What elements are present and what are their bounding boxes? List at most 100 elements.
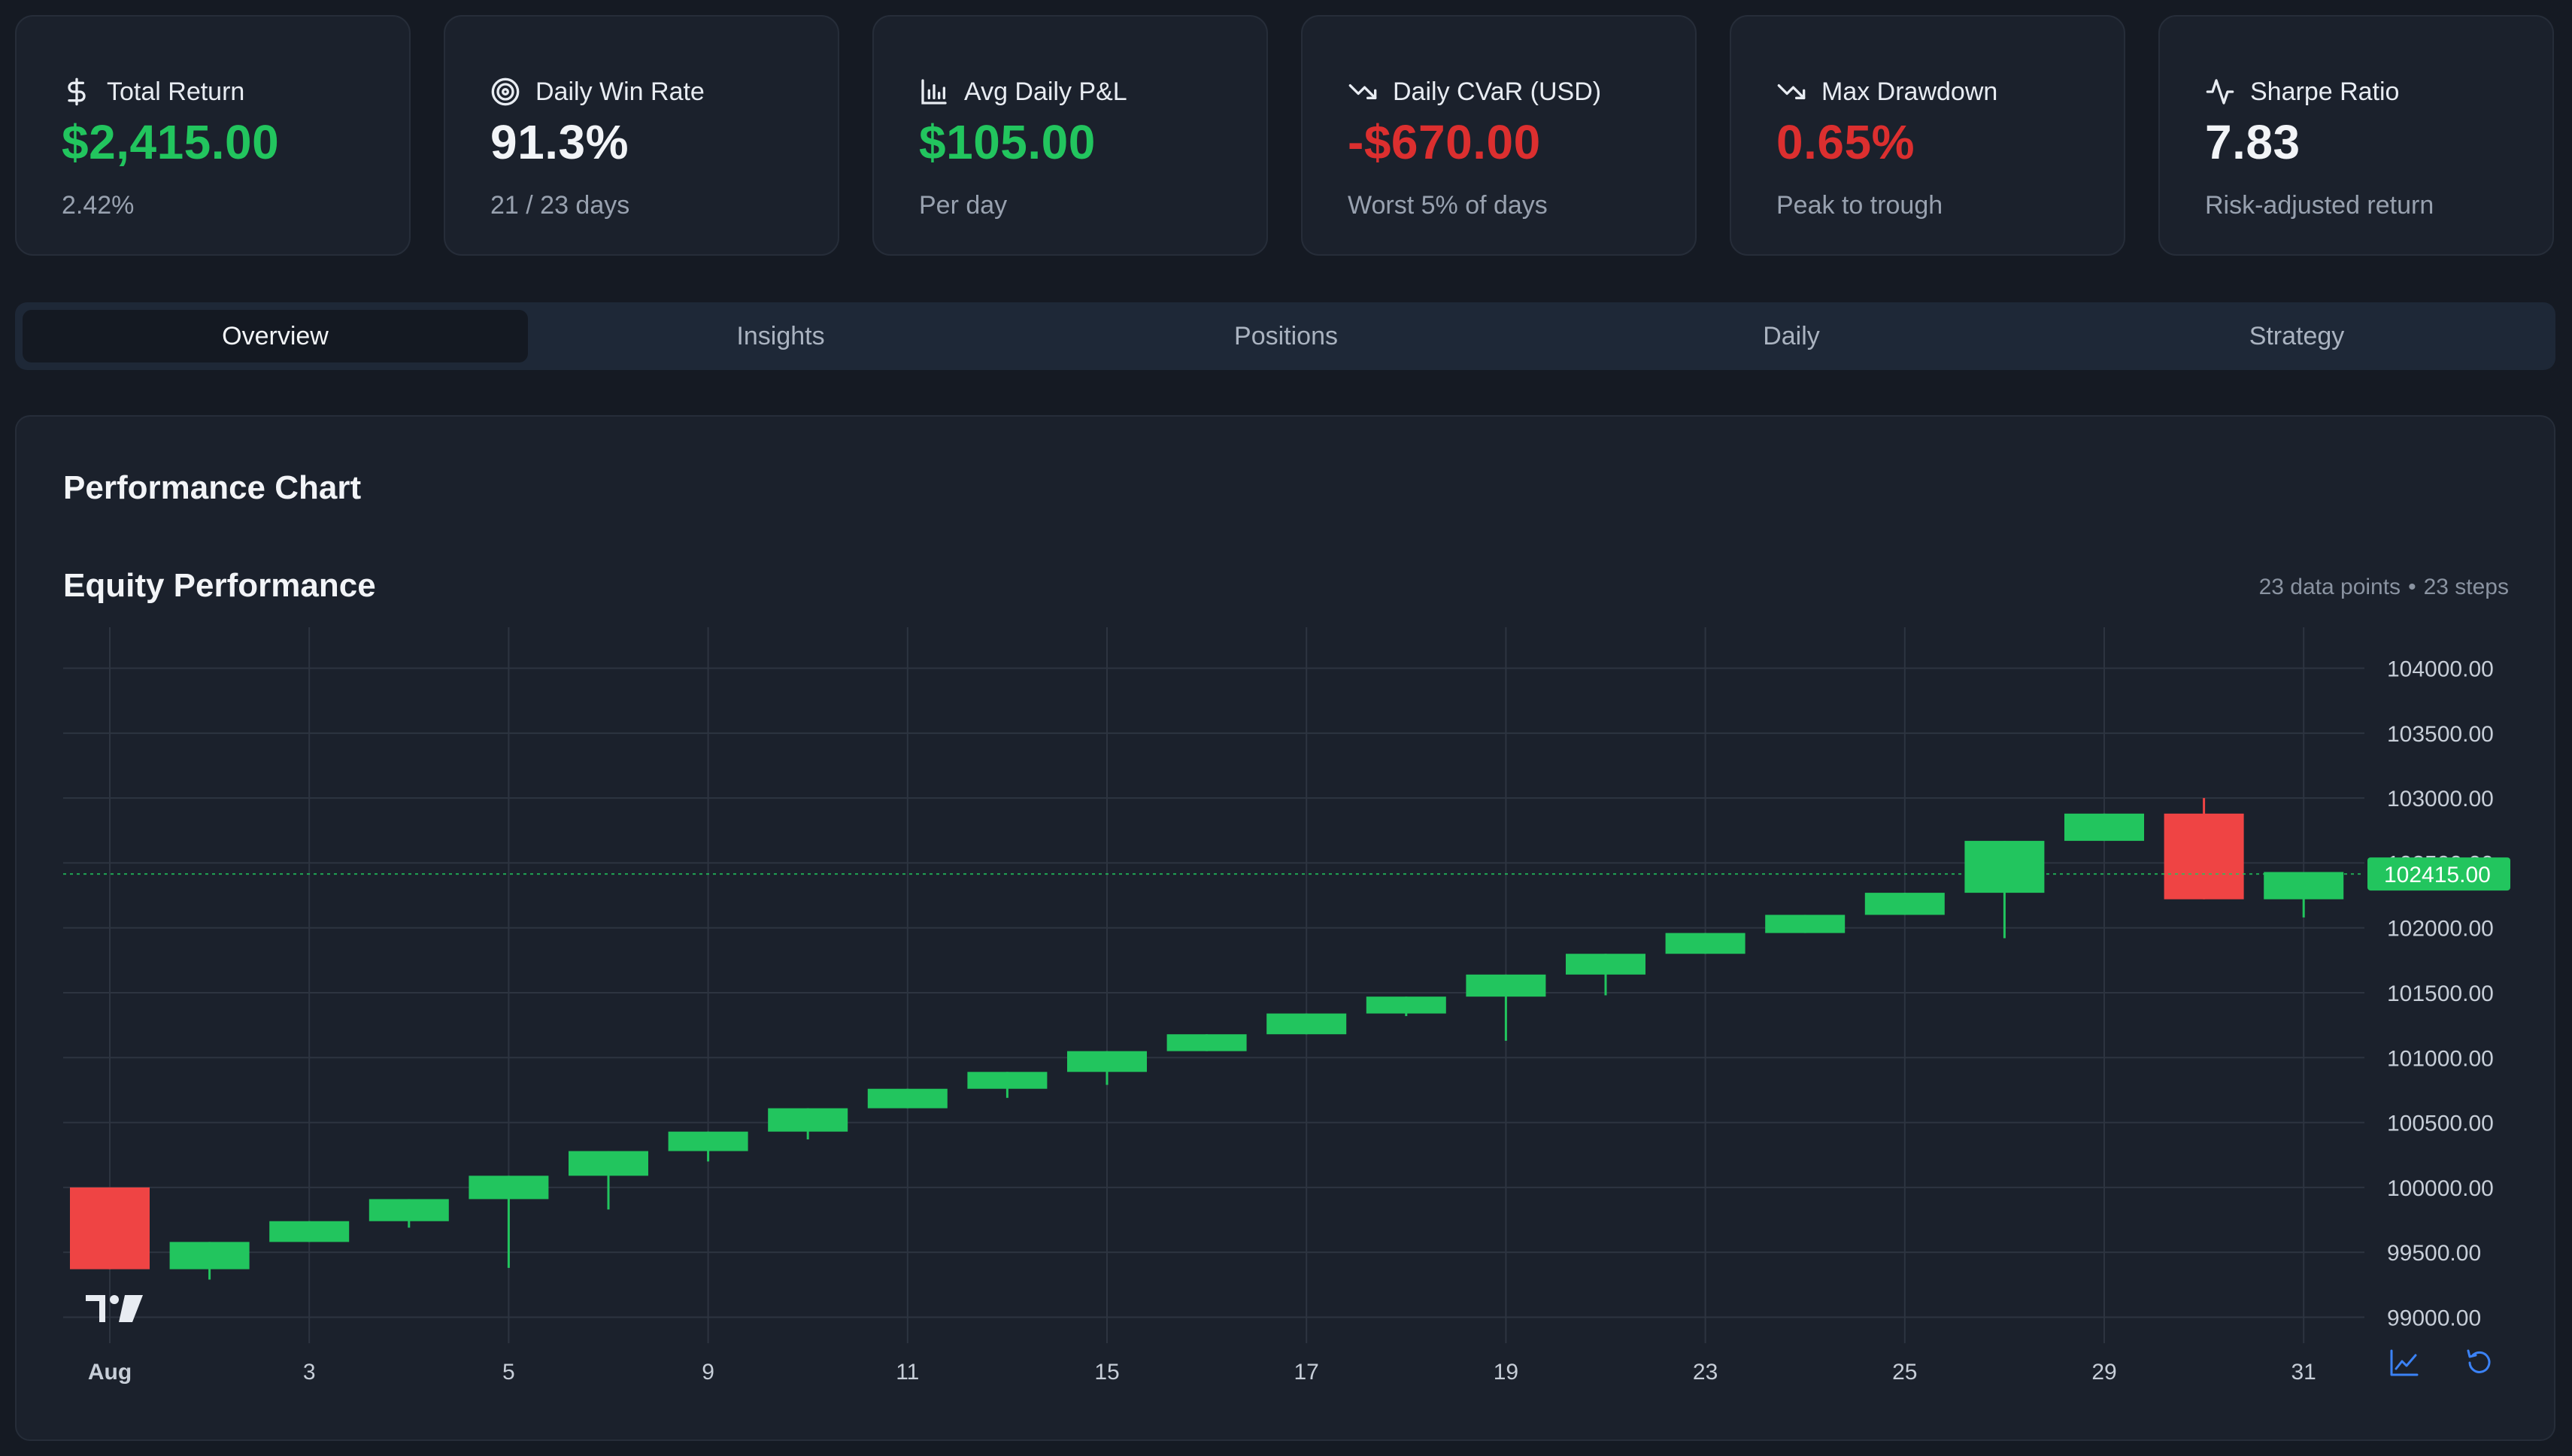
last-price-label: 102415.00: [2384, 863, 2491, 887]
metric-title: Total Return: [107, 77, 245, 106]
candle: [269, 1221, 350, 1242]
candle-body: [1964, 841, 2045, 893]
metric-card-daily-cvar: Daily CVaR (USD) -$670.00 Worst 5% of da…: [1301, 15, 1697, 256]
metric-value: $2,415.00: [62, 115, 280, 169]
candles: [70, 798, 2344, 1280]
candle-body: [1067, 1051, 1147, 1072]
candle: [2064, 813, 2144, 842]
metric-subtext: 21 / 23 days: [490, 191, 630, 220]
x-tick-label: 9: [702, 1360, 714, 1385]
tradingview-logo[interactable]: [86, 1295, 143, 1322]
candle-body: [2164, 813, 2244, 899]
x-tick-label: 29: [2091, 1360, 2116, 1385]
candle-body: [1266, 1013, 1347, 1035]
tab-insights[interactable]: Insights: [736, 321, 825, 350]
metric-value: 91.3%: [490, 115, 629, 169]
candle: [1665, 933, 1746, 954]
x-tick-label: 23: [1693, 1360, 1718, 1385]
x-axis: Aug 3 5 9 11 15 17 19 23 25 29 31: [88, 1360, 2316, 1385]
candle: [1266, 1013, 1347, 1035]
equity-candlestick-chart[interactable]: 104000.00103500.00103000.00102500.001020…: [17, 417, 2557, 1442]
metric-subtext: Worst 5% of days: [1348, 191, 1548, 220]
y-tick-label: 103000.00: [2387, 787, 2494, 811]
metric-subtext: 2.42%: [62, 191, 135, 220]
candle-body: [2064, 813, 2144, 842]
candle: [1166, 1034, 1247, 1051]
metric-card-daily-win-rate: Daily Win Rate 91.3% 21 / 23 days: [444, 15, 839, 256]
steps-label: 23 steps: [2423, 575, 2509, 599]
tab-overview[interactable]: Overview: [23, 310, 528, 362]
trending-down-icon: [1777, 84, 1806, 99]
y-tick-label: 104000.00: [2387, 657, 2494, 682]
x-tick-label: 17: [1294, 1360, 1319, 1385]
tab-bar: Overview Insights Positions Daily Strate…: [15, 302, 2555, 370]
candle-body: [469, 1175, 549, 1200]
metric-title: Daily CVaR (USD): [1393, 77, 1602, 106]
y-tick-label: 99500.00: [2387, 1241, 2481, 1266]
metric-card-total-return: Total Return $2,415.00 2.42%: [15, 15, 411, 256]
trending-down-icon: [1348, 84, 1377, 99]
metric-title: Daily Win Rate: [535, 77, 705, 106]
candle-body: [1765, 915, 1846, 933]
y-tick-label: 99000.00: [2387, 1306, 2481, 1330]
candle-body: [269, 1221, 350, 1242]
chart-meta: 23 data points • 23 steps: [2259, 575, 2509, 600]
candle: [2164, 798, 2244, 899]
x-tick-label: 5: [502, 1360, 515, 1385]
x-tick-label: 3: [303, 1360, 316, 1385]
metric-title: Max Drawdown: [1821, 77, 1998, 106]
candle: [2264, 872, 2344, 918]
metric-title: Sharpe Ratio: [2250, 77, 2400, 106]
candle: [1067, 1051, 1147, 1085]
dollar-icon: [68, 77, 86, 106]
tab-positions[interactable]: Positions: [1234, 321, 1338, 350]
metric-subtext: Per day: [919, 191, 1008, 220]
candle-body: [1665, 933, 1746, 954]
metric-card-avg-daily-pnl: Avg Daily P&L $105.00 Per day: [872, 15, 1268, 256]
candle-body: [768, 1108, 848, 1132]
candle: [867, 1088, 948, 1109]
metric-value: $105.00: [919, 115, 1096, 169]
tab-strategy[interactable]: Strategy: [2249, 321, 2345, 350]
data-points-label: 23 data points: [2258, 575, 2401, 599]
candle: [1964, 841, 2045, 939]
y-tick-label: 102000.00: [2387, 917, 2494, 942]
chart-title: Equity Performance: [63, 567, 376, 604]
metric-value: 7.83: [2205, 115, 2301, 169]
candle: [1466, 974, 1546, 1041]
x-tick-label: 19: [1494, 1360, 1518, 1385]
candle-body: [2264, 872, 2344, 899]
candle-body: [967, 1072, 1048, 1089]
y-tick-label: 100000.00: [2387, 1176, 2494, 1201]
candle: [70, 1187, 150, 1269]
separator-dot: •: [2408, 575, 2416, 599]
candle-body: [668, 1131, 748, 1151]
candle-body: [1466, 974, 1546, 997]
x-tick-label: 11: [896, 1360, 919, 1385]
chart-type-icon[interactable]: [2390, 1349, 2419, 1376]
y-tick-label: 103500.00: [2387, 722, 2494, 747]
candle-body: [1566, 954, 1645, 975]
tab-daily[interactable]: Daily: [1763, 321, 1820, 350]
performance-panel: Performance Chart Equity Performance 23 …: [15, 415, 2555, 1441]
y-tick-label: 100500.00: [2387, 1112, 2494, 1136]
reset-icon[interactable]: [2467, 1349, 2491, 1373]
candle-body: [169, 1242, 250, 1269]
candle: [668, 1131, 748, 1162]
candle: [1366, 996, 1446, 1017]
candle: [469, 1175, 549, 1268]
y-axis: 104000.00103500.00103000.00102500.001020…: [2387, 657, 2494, 1331]
last-price-tag: [2367, 857, 2510, 891]
metric-title: Avg Daily P&L: [964, 77, 1127, 106]
candle: [1566, 954, 1645, 996]
candle: [169, 1242, 250, 1280]
metric-card-max-drawdown: Max Drawdown 0.65% Peak to trough: [1730, 15, 2125, 256]
y-tick-label: 101500.00: [2387, 981, 2494, 1006]
metric-subtext: Risk-adjusted return: [2205, 191, 2434, 220]
candle: [967, 1072, 1048, 1098]
activity-icon: [2206, 79, 2234, 105]
x-tick-label: 25: [1892, 1360, 1917, 1385]
candle-body: [369, 1199, 449, 1221]
x-tick-label: 31: [2291, 1360, 2316, 1385]
candle: [369, 1199, 449, 1228]
